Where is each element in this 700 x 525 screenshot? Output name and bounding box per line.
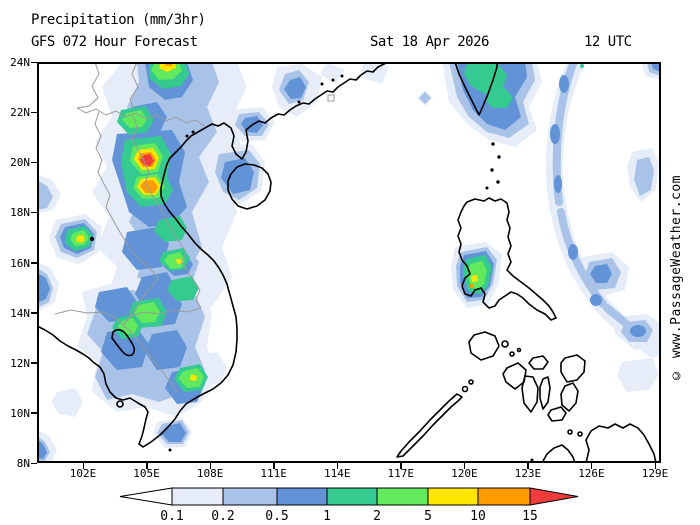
- lon-tick-label: 120E: [451, 467, 478, 480]
- lat-tick-label: 12N: [10, 356, 30, 370]
- lat-tick-label: 14N: [10, 306, 30, 320]
- legend-color-segment: [427, 487, 479, 506]
- lon-tick-label: 108E: [196, 467, 224, 480]
- lon-tick-mark: [82, 463, 84, 469]
- lat-tick-mark: [31, 262, 37, 264]
- legend-colorbar: 0.1 0.2 0.5 1 2 5 10 15: [119, 487, 579, 524]
- lat-tick-mark: [31, 362, 37, 364]
- legend-arrow-high: [529, 487, 579, 506]
- legend-label: 0.5: [265, 509, 288, 524]
- forecast-subtitle: GFS 072 Hour Forecast: [31, 34, 198, 50]
- lon-tick-label: 123E: [514, 467, 542, 480]
- map-frame-border: [37, 62, 661, 463]
- lon-tick-label: 126E: [578, 467, 605, 480]
- lat-tick-label: 10N: [10, 406, 30, 420]
- lat-tick-mark: [31, 462, 37, 464]
- lon-tick-mark: [273, 463, 275, 469]
- lat-tick-label: 8N: [16, 457, 30, 470]
- legend-label: 10: [470, 509, 486, 524]
- lat-tick-mark: [31, 211, 37, 214]
- lat-tick-mark: [31, 312, 37, 314]
- legend-label: 0.1: [160, 509, 183, 524]
- coastline-layer: [37, 62, 657, 463]
- lon-tick-label: 102E: [69, 467, 97, 480]
- lon-tick-label: 129E: [641, 467, 669, 480]
- lon-tick-label: 114E: [323, 467, 351, 480]
- borders-layer: [54, 62, 335, 394]
- map-canvas: [37, 62, 661, 463]
- legend-arrow-low: [119, 487, 173, 506]
- precip-layer: [37, 62, 661, 463]
- lon-tick-label: 105E: [133, 467, 160, 480]
- legend-label: 5: [424, 509, 432, 524]
- legend-label: 15: [522, 509, 538, 524]
- lat-tick-label: 20N: [10, 156, 30, 170]
- lon-tick-mark: [400, 463, 402, 469]
- page-title: Precipitation (mm/3hr): [31, 12, 206, 28]
- legend-label: 1: [323, 509, 331, 524]
- legend-color-segment: [376, 487, 429, 506]
- lon-tick-mark: [209, 463, 212, 469]
- lat-tick-mark: [31, 111, 37, 114]
- legend-label: 2: [373, 509, 381, 524]
- lon-tick-label: 117E: [387, 467, 415, 480]
- forecast-time: 12 UTC: [584, 34, 632, 50]
- legend-color-segment: [276, 487, 328, 506]
- lon-tick-mark: [654, 463, 656, 469]
- lon-tick-mark: [463, 463, 466, 469]
- lon-tick-mark: [146, 463, 148, 469]
- lon-tick-label: 111E: [260, 467, 287, 480]
- lon-tick-mark: [590, 463, 593, 469]
- forecast-date: Sat 18 Apr 2026: [370, 34, 489, 50]
- legend-color-segment: [222, 487, 278, 506]
- legend-color-segment: [326, 487, 378, 506]
- lat-tick-mark: [31, 161, 37, 164]
- lat-tick-mark: [31, 412, 37, 414]
- lat-tick-label: 22N: [10, 106, 30, 120]
- island-specks: [89, 74, 534, 462]
- legend-color-segment: [477, 487, 531, 506]
- watermark-text: © www.PassageWeather.com: [669, 174, 684, 382]
- lat-tick-label: 18N: [10, 206, 30, 220]
- lat-tick-label: 24N: [10, 56, 30, 69]
- lon-tick-mark: [336, 463, 339, 469]
- legend-label: 0.2: [211, 509, 234, 524]
- lat-tick-label: 16N: [10, 256, 30, 270]
- lat-tick-mark: [31, 61, 37, 63]
- legend-color-segment: [171, 487, 224, 506]
- lon-tick-mark: [527, 463, 529, 469]
